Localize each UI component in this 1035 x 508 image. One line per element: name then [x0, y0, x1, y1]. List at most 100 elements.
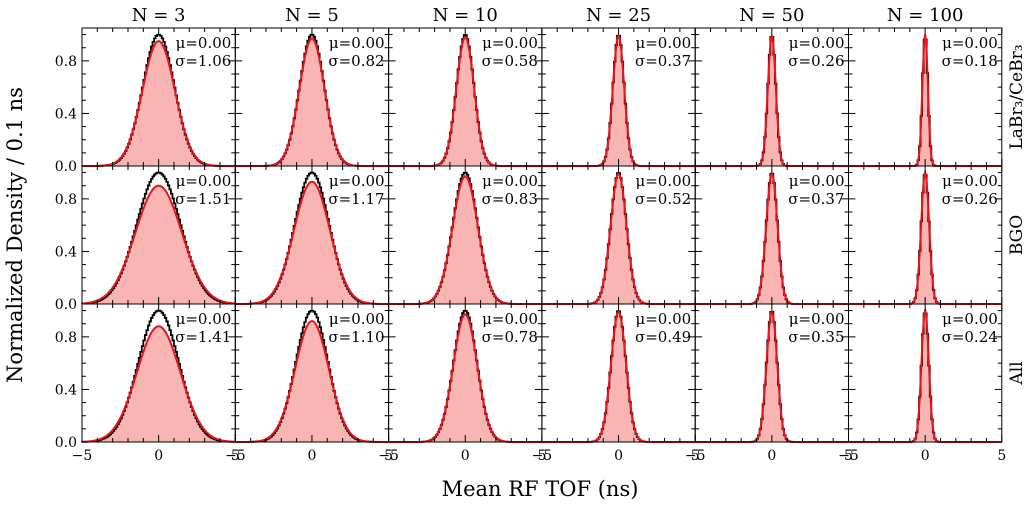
panel-r1-c0: μ=0.00σ=1.51 0.0 0.4 0.8: [55, 165, 236, 313]
x-tick-label: 5: [691, 448, 700, 464]
y-tick-label: 0.0: [55, 297, 77, 313]
panel-r2-c0: μ=0.00σ=1.41 0.0 0.4 0.8 −5 0 5: [55, 303, 240, 464]
fit-fill-area: [541, 35, 696, 166]
panel-grid: μ=0.00σ=1.060.00.40.8N = 3μ=0.00σ=0.82N …: [55, 5, 1027, 464]
fit-fill-area: [82, 326, 236, 442]
column-header: N = 25: [586, 5, 651, 26]
mu-annotation: μ=0.00: [635, 172, 691, 190]
fit-fill-area: [848, 34, 1002, 166]
y-tick-label: 0.4: [55, 382, 77, 398]
y-tick-label: 0.4: [55, 244, 77, 260]
x-tick-label: −5: [72, 448, 93, 464]
x-tick-label: 5: [537, 448, 546, 464]
panel-r2-c3: μ=0.00σ=0.49 −5 0 5: [532, 303, 700, 464]
panel-r1-c3: μ=0.00σ=0.52: [541, 165, 696, 305]
x-tick-label: 5: [231, 448, 240, 464]
sigma-annotation: σ=1.10: [328, 328, 384, 346]
mu-annotation: μ=0.00: [482, 172, 538, 190]
x-tick-label: 0: [154, 448, 163, 464]
fit-fill-area: [388, 37, 542, 167]
mu-annotation: μ=0.00: [789, 172, 845, 190]
mu-annotation: μ=0.00: [789, 34, 845, 52]
panel-r2-c2: μ=0.00σ=0.78 −5 0 5: [378, 303, 546, 464]
mu-annotation: μ=0.00: [942, 172, 998, 190]
panel-r0-c2: μ=0.00σ=0.58 N = 10: [388, 5, 543, 167]
mu-annotation: μ=0.00: [176, 34, 232, 52]
sigma-annotation: σ=1.06: [175, 52, 231, 70]
x-tick-label: 0: [461, 448, 470, 464]
panel-r1-c1: μ=0.00σ=1.17: [234, 165, 390, 305]
fit-fill-area: [388, 314, 542, 442]
panel-r0-c5: μ=0.00σ=0.18 N = 100 LaBr₃/CeBr₃: [848, 5, 1027, 167]
gaussian-fit-line: [81, 184, 236, 305]
fit-fill-area: [695, 311, 849, 442]
column-header: N = 3: [132, 5, 186, 26]
x-tick-label: 0: [307, 448, 316, 464]
x-tick-label: −5: [532, 448, 553, 464]
sigma-annotation: σ=0.78: [482, 328, 538, 346]
sigma-annotation: σ=1.51: [175, 190, 231, 208]
sigma-annotation: σ=0.26: [788, 52, 844, 70]
sigma-annotation: σ=0.49: [635, 328, 691, 346]
mu-annotation: μ=0.00: [329, 310, 385, 328]
mu-annotation: μ=0.00: [635, 310, 691, 328]
fit-fill-area: [848, 172, 1002, 304]
sigma-annotation: σ=0.37: [788, 190, 844, 208]
fit-fill-area: [235, 181, 389, 304]
sigma-annotation: σ=0.52: [635, 190, 691, 208]
y-tick-label: 0.8: [55, 54, 77, 70]
panel-r0-c4: μ=0.00σ=0.26 N = 50: [694, 5, 850, 167]
panel-r2-c1: μ=0.00σ=1.10 −5 0 5: [225, 303, 393, 464]
y-axis-label: Normalized Density / 0.1 ns: [3, 87, 27, 383]
x-tick-label: −5: [685, 448, 706, 464]
x-tick-label: 5: [997, 448, 1006, 464]
x-tick-label: 0: [767, 448, 776, 464]
mu-annotation: μ=0.00: [176, 172, 232, 190]
gaussian-fit-line: [81, 325, 236, 443]
fit-fill-area: [235, 38, 389, 167]
sigma-annotation: σ=1.17: [328, 190, 384, 208]
panel-r1-c4: μ=0.00σ=0.37: [694, 165, 850, 305]
x-tick-label: −5: [838, 448, 859, 464]
sigma-annotation: σ=0.37: [635, 52, 691, 70]
fit-fill-area: [848, 310, 1002, 442]
mu-annotation: μ=0.00: [482, 310, 538, 328]
sigma-annotation: σ=0.24: [942, 328, 998, 346]
fit-fill-area: [695, 173, 849, 304]
row-label: BGO: [1007, 215, 1027, 255]
y-tick-label: 0.8: [55, 330, 77, 346]
row-label: All: [1007, 361, 1027, 385]
row-label: LaBr₃/CeBr₃: [1007, 44, 1027, 149]
mu-annotation: μ=0.00: [942, 34, 998, 52]
panel-r0-c3: μ=0.00σ=0.37 N = 25: [541, 5, 696, 167]
gaussian-fit-line: [235, 180, 389, 305]
column-header: N = 100: [887, 5, 964, 26]
fit-fill-area: [388, 176, 542, 304]
gaussian-fit-line: [82, 40, 236, 167]
sigma-annotation: σ=1.41: [175, 328, 231, 346]
sigma-annotation: σ=0.26: [942, 190, 998, 208]
mu-annotation: μ=0.00: [482, 34, 538, 52]
sigma-annotation: σ=0.83: [482, 190, 538, 208]
sigma-annotation: σ=0.18: [942, 52, 998, 70]
mu-annotation: μ=0.00: [635, 34, 691, 52]
column-header: N = 50: [739, 5, 804, 26]
fit-fill-area: [82, 41, 236, 166]
y-tick-label: 0.0: [55, 435, 77, 451]
fit-fill-area: [235, 321, 389, 442]
x-tick-label: 5: [384, 448, 393, 464]
column-header: N = 5: [285, 5, 339, 26]
x-tick-label: −5: [225, 448, 246, 464]
gaussian-fit-line: [235, 320, 389, 443]
y-tick-label: 0.4: [55, 106, 77, 122]
mu-annotation: μ=0.00: [329, 34, 385, 52]
x-axis-label: Mean RF TOF (ns): [442, 477, 639, 501]
y-tick-label: 0.0: [55, 159, 77, 175]
fit-fill-area: [695, 35, 849, 166]
y-tick-label: 0.8: [55, 192, 77, 208]
fit-fill-area: [541, 311, 696, 442]
mu-annotation: μ=0.00: [942, 310, 998, 328]
sigma-annotation: σ=0.35: [788, 328, 844, 346]
x-tick-label: 0: [921, 448, 930, 464]
panel-r1-c5: μ=0.00σ=0.26 BGO: [848, 165, 1027, 305]
